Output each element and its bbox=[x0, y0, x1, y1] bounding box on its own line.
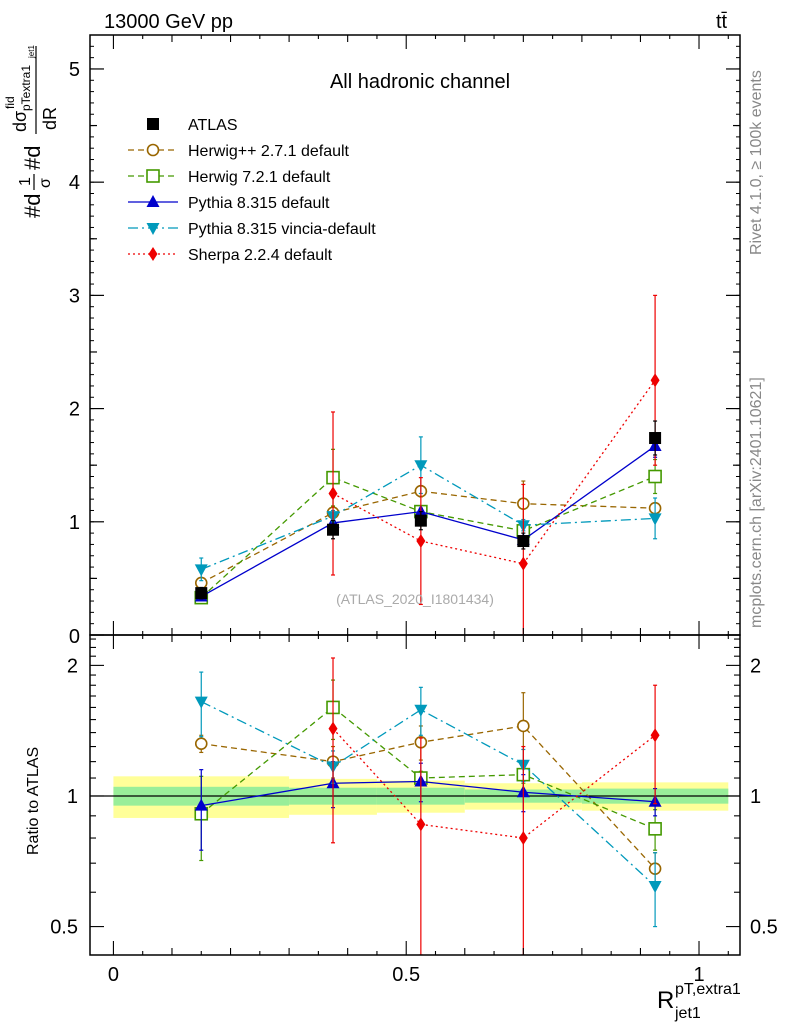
legend-label: Sherpa 2.2.4 default bbox=[188, 247, 333, 264]
y-tick-label: 2 bbox=[69, 399, 80, 421]
series-2-ratio-point bbox=[194, 798, 208, 811]
ylabel-inner-num-subsub: jet1 bbox=[27, 45, 36, 59]
series-2-line bbox=[200, 445, 656, 598]
xlabel-sup: pT,extra1 bbox=[675, 981, 741, 998]
ylabel-inner-num: dσ bbox=[10, 111, 30, 132]
ratio-tick-label-right: 1 bbox=[750, 786, 761, 808]
ylabel-frac-num: 1 bbox=[17, 177, 34, 186]
series-0-ratio-point bbox=[194, 737, 208, 750]
ratio-tick-label-left: 0.5 bbox=[50, 917, 78, 939]
legend-label: Pythia 8.315 vincia-default bbox=[188, 221, 376, 238]
ratio-y-axis-title: Ratio to ATLAS bbox=[25, 747, 42, 855]
series-4-ratio-point bbox=[416, 817, 426, 832]
atlas-data-point bbox=[195, 587, 208, 600]
x-tick-label: 1 bbox=[693, 964, 704, 986]
legend-marker bbox=[146, 195, 160, 207]
main-panel: 1 2 3 4 5 0 All hadronic channel (ATLAS_2020_… bbox=[69, 34, 741, 648]
legend-marker bbox=[146, 143, 160, 157]
series-4-ratio-error-bar bbox=[653, 684, 658, 805]
xlabel-sub: jet1 bbox=[674, 1005, 701, 1022]
legend-entry: Pythia 8.315 default bbox=[128, 195, 330, 212]
legend-entry: Sherpa 2.2.4 default bbox=[128, 247, 333, 264]
legend-marker bbox=[146, 223, 160, 235]
x-tick-label: 0.5 bbox=[392, 964, 420, 986]
legend-label: ATLAS bbox=[188, 117, 238, 134]
series-4-ratio-error-bar bbox=[521, 745, 526, 955]
y-tick-label-zero: 0 bbox=[69, 626, 80, 648]
legend-entry: Herwig++ 2.7.1 default bbox=[128, 143, 350, 160]
rivet-version-label: Rivet 4.1.0, ≥ 100k events bbox=[748, 70, 765, 255]
series-4-point bbox=[328, 486, 338, 501]
series-4-line bbox=[332, 379, 656, 565]
legend-entry: Pythia 8.315 vincia-default bbox=[128, 221, 376, 238]
y-tick-label: 4 bbox=[69, 172, 80, 194]
series-4-point bbox=[650, 373, 660, 388]
legend-marker bbox=[148, 247, 158, 261]
analysis-watermark: (ATLAS_2020_I1801434) bbox=[336, 591, 494, 607]
chart-title: All hadronic channel bbox=[330, 71, 510, 93]
x-axis: 0 0.5 1 bbox=[108, 35, 729, 986]
xlabel-main: R bbox=[657, 987, 674, 1014]
main-y-axis-title: #d 1 σ #d dσ fid pTextra1 jet1 dR bbox=[3, 45, 60, 218]
series-3-ratio-point bbox=[194, 696, 208, 709]
y-tick-label: 5 bbox=[69, 59, 80, 81]
legend-label: Pythia 8.315 default bbox=[188, 195, 330, 212]
series-4-ratio-error-bar bbox=[331, 657, 336, 844]
series-4-ratio-point bbox=[328, 721, 338, 736]
mcplots-label: mcplots.cern.ch [arXiv:2401.10621] bbox=[748, 377, 765, 628]
ratio-panel: 0.5 0.5 1 1 2 2 Ratio to ATLAS bbox=[25, 634, 778, 956]
ratio-tick-label-left: 2 bbox=[67, 655, 78, 677]
ylabel-frac-den: σ bbox=[37, 178, 54, 188]
energy-label: 13000 GeV pp bbox=[104, 11, 233, 33]
ylabel-inner-num-sup: fid bbox=[3, 96, 17, 109]
ylabel-mid-d: #d bbox=[20, 146, 45, 170]
atlas-data-point bbox=[327, 523, 340, 536]
series-0-ratio-point bbox=[517, 719, 530, 733]
legend-label: Herwig 7.2.1 default bbox=[188, 169, 331, 186]
ratio-tick-label-right: 2 bbox=[750, 655, 761, 677]
atlas-data-point bbox=[414, 514, 427, 527]
legend-marker bbox=[147, 118, 159, 130]
legend: ATLAS Herwig++ 2.7.1 default Herwig 7.2.1 … bbox=[128, 117, 376, 264]
ratio-frame bbox=[89, 634, 741, 956]
atlas-data-point bbox=[649, 432, 662, 445]
series-4-ratio-line bbox=[332, 728, 656, 839]
series-4-ratio-point bbox=[650, 728, 660, 743]
legend-entry: Herwig 7.2.1 default bbox=[128, 169, 331, 186]
ylabel-outer-d: #d bbox=[20, 194, 45, 218]
series-3-ratio-point bbox=[648, 881, 662, 894]
x-tick-label: 0 bbox=[108, 964, 119, 986]
series-3-point bbox=[194, 564, 208, 577]
ylabel-inner-den: dR bbox=[40, 107, 60, 130]
series-4-point bbox=[416, 534, 426, 549]
series-4-ratio-point bbox=[518, 831, 528, 846]
atlas-data-point bbox=[517, 535, 530, 548]
y-tick-label: 1 bbox=[69, 512, 80, 534]
legend-label: Herwig++ 2.7.1 default bbox=[188, 143, 350, 160]
ratio-tick-label-left: 1 bbox=[67, 786, 78, 808]
x-axis-title: R pT,extra1 jet1 bbox=[657, 981, 741, 1022]
series-4-ratio-error-bar bbox=[418, 737, 423, 955]
series-1-ratio-point bbox=[648, 822, 662, 836]
legend-marker bbox=[146, 169, 160, 183]
process-label: tt̄ bbox=[716, 11, 728, 33]
series-4-point bbox=[518, 556, 528, 571]
series-3-ratio-line bbox=[200, 701, 656, 887]
ratio-tick-label-right: 0.5 bbox=[750, 917, 778, 939]
legend-entry: ATLAS bbox=[147, 117, 238, 134]
series-3-ratio-point bbox=[414, 704, 428, 717]
y-tick-label: 3 bbox=[69, 285, 80, 307]
series-3-point bbox=[414, 460, 428, 473]
ylabel-inner-num-sub: pTextra1 bbox=[19, 65, 33, 111]
series-3-point bbox=[648, 513, 662, 526]
series-3-line bbox=[201, 464, 656, 570]
series-1-point bbox=[648, 469, 662, 484]
